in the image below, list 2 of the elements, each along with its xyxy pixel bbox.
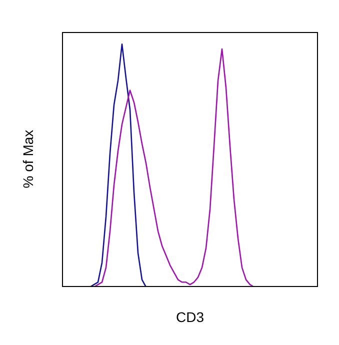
x-axis-title: CD3	[174, 309, 205, 325]
y-axis-title: % of Max	[20, 128, 36, 190]
